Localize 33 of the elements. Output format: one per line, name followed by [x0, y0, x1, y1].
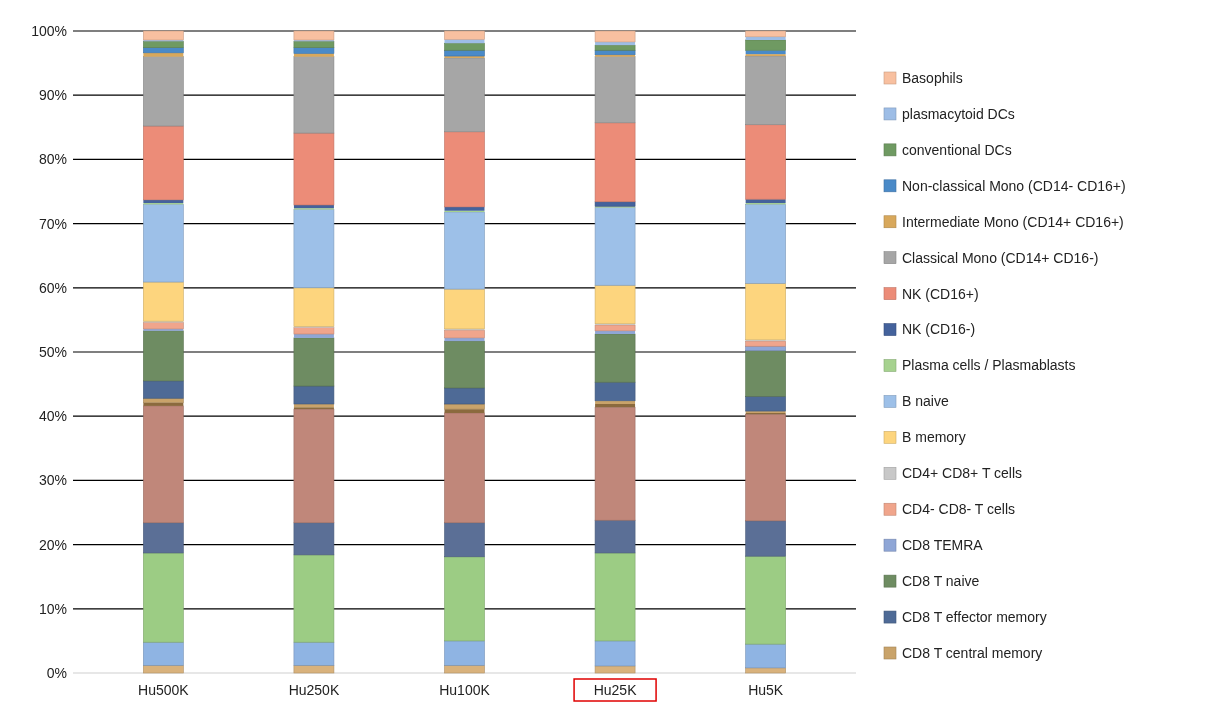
y-tick-label: 70% — [38, 215, 67, 232]
legend-label: conventional DCs — [902, 141, 1012, 158]
legend-label: Classical Mono (CD14+ CD16-) — [902, 249, 1099, 266]
y-tick-label: 30% — [38, 472, 67, 489]
y-tick-label: 20% — [38, 536, 67, 553]
legend-label: CD8 T naive — [902, 573, 980, 590]
legend-label: CD8 TEMRA — [902, 537, 984, 554]
legend-label: Basophils — [902, 69, 963, 86]
legend-label: CD4- CD8- T cells — [902, 501, 1016, 518]
legend-label: NK (CD16-) — [902, 321, 976, 338]
y-tick-label: 90% — [38, 87, 67, 104]
legend-label: CD8 T effector memory — [902, 608, 1047, 625]
x-tick-label: Hu500K — [138, 682, 190, 698]
legend-label: plasmacytoid DCs — [902, 105, 1015, 122]
legend-label: CD4+ CD8+ T cells — [902, 465, 1023, 482]
legend-label: NK (CD16+) — [902, 285, 979, 302]
x-tick-label: Hu100K — [439, 682, 491, 698]
x-tick-label: Hu25K — [593, 682, 638, 698]
legend-label: Intermediate Mono (CD14+ CD16+) — [902, 213, 1124, 230]
legend-label: Non-classical Mono (CD14- CD16+) — [902, 177, 1126, 194]
y-tick-label: 80% — [38, 151, 67, 168]
y-tick-label: 10% — [38, 600, 67, 617]
legend-label: B memory — [902, 429, 966, 446]
x-tick-label: Hu5K — [748, 682, 784, 698]
x-tick-label: Hu250K — [288, 682, 340, 698]
y-tick-label: 60% — [38, 279, 67, 296]
legend-label: Plasma cells / Plasmablasts — [902, 357, 1076, 374]
y-tick-label: 50% — [38, 343, 67, 360]
legend-label: B naive — [902, 393, 949, 410]
y-tick-label: 40% — [38, 408, 67, 425]
y-tick-label: 0% — [46, 664, 67, 681]
y-tick-label: 100% — [31, 22, 67, 39]
legend-label: CD8 T central memory — [902, 644, 1043, 661]
